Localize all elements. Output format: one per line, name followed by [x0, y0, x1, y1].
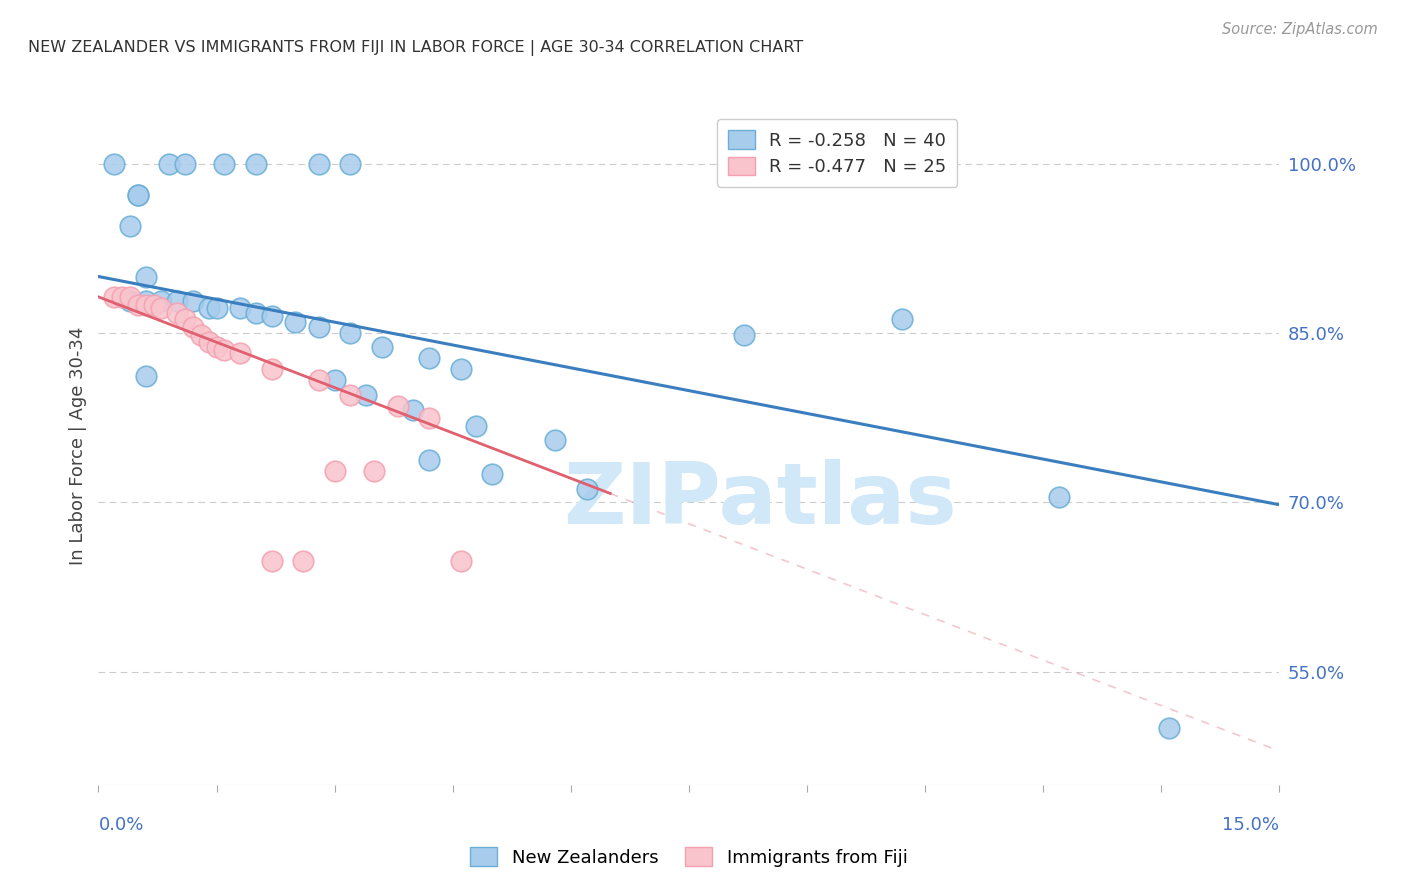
Legend: R = -0.258   N = 40, R = -0.477   N = 25: R = -0.258 N = 40, R = -0.477 N = 25	[717, 120, 957, 187]
Point	[339, 388, 361, 402]
Point	[157, 156, 180, 170]
Point	[111, 290, 134, 304]
Point	[205, 301, 228, 315]
Point	[229, 346, 252, 360]
Point	[323, 464, 346, 478]
Point	[339, 326, 361, 340]
Point	[245, 306, 267, 320]
Point	[371, 340, 394, 354]
Point	[197, 334, 219, 349]
Text: 15.0%: 15.0%	[1222, 816, 1279, 834]
Point	[1159, 722, 1181, 736]
Point	[339, 156, 361, 170]
Point	[214, 156, 236, 170]
Point	[229, 301, 252, 315]
Legend: New Zealanders, Immigrants from Fiji: New Zealanders, Immigrants from Fiji	[463, 840, 915, 874]
Point	[323, 374, 346, 388]
Point	[103, 156, 125, 170]
Point	[363, 464, 385, 478]
Point	[135, 294, 157, 309]
Point	[284, 315, 307, 329]
Point	[418, 410, 440, 425]
Point	[260, 362, 283, 376]
Point	[103, 290, 125, 304]
Point	[733, 328, 755, 343]
Point	[245, 156, 267, 170]
Point	[260, 554, 283, 568]
Point	[308, 374, 330, 388]
Point	[150, 294, 173, 309]
Point	[127, 188, 149, 202]
Point	[118, 294, 141, 309]
Point	[135, 269, 157, 284]
Point	[127, 188, 149, 202]
Point	[181, 294, 204, 309]
Point	[450, 554, 472, 568]
Point	[1047, 490, 1070, 504]
Point	[308, 156, 330, 170]
Point	[205, 340, 228, 354]
Point	[174, 312, 197, 326]
Text: 0.0%: 0.0%	[98, 816, 143, 834]
Point	[190, 328, 212, 343]
Point	[418, 452, 440, 467]
Point	[544, 434, 567, 448]
Point	[127, 298, 149, 312]
Point	[465, 418, 488, 433]
Point	[166, 294, 188, 309]
Text: NEW ZEALANDER VS IMMIGRANTS FROM FIJI IN LABOR FORCE | AGE 30-34 CORRELATION CHA: NEW ZEALANDER VS IMMIGRANTS FROM FIJI IN…	[28, 40, 803, 56]
Point	[890, 312, 912, 326]
Point	[174, 156, 197, 170]
Y-axis label: In Labor Force | Age 30-34: In Labor Force | Age 30-34	[69, 326, 87, 566]
Point	[166, 306, 188, 320]
Point	[181, 320, 204, 334]
Point	[197, 301, 219, 315]
Point	[354, 388, 377, 402]
Point	[118, 219, 141, 233]
Point	[402, 402, 425, 417]
Point	[418, 351, 440, 365]
Point	[260, 309, 283, 323]
Text: Source: ZipAtlas.com: Source: ZipAtlas.com	[1222, 22, 1378, 37]
Point	[135, 368, 157, 383]
Text: ZIPatlas: ZIPatlas	[562, 458, 956, 541]
Point	[142, 298, 165, 312]
Point	[481, 467, 503, 482]
Point	[292, 554, 315, 568]
Point	[118, 290, 141, 304]
Point	[135, 298, 157, 312]
Point	[308, 320, 330, 334]
Point	[150, 301, 173, 315]
Point	[387, 400, 409, 414]
Point	[575, 482, 598, 496]
Point	[450, 362, 472, 376]
Point	[214, 343, 236, 357]
